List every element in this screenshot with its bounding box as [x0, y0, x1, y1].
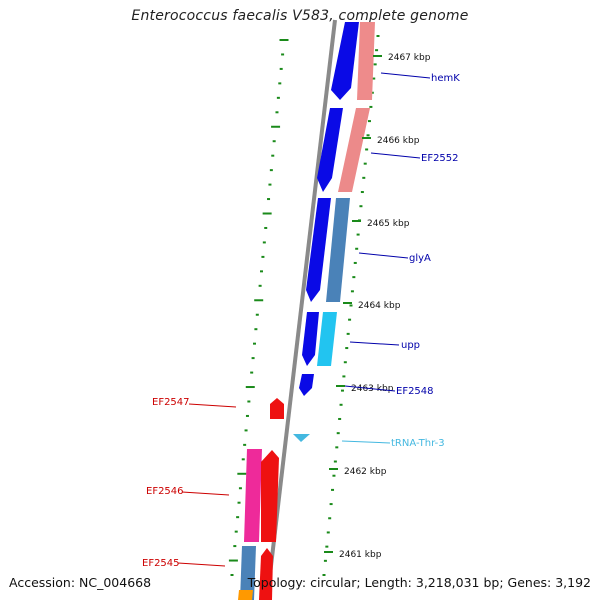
gene-upp-reverse[interactable]: [302, 312, 319, 366]
genome-backbone: [265, 19, 337, 600]
label-trna[interactable]: tRNA-Thr-3: [391, 438, 445, 449]
label-hemK[interactable]: hemK: [431, 73, 460, 84]
genome-summary-text: Topology: circular; Length: 3,218,031 bp…: [247, 575, 591, 590]
ruler-label-2467: 2467 kbp: [388, 53, 431, 63]
label-glyA[interactable]: glyA: [409, 253, 431, 264]
gene-EF2545-steelblue[interactable]: [240, 546, 256, 600]
label-EF2546[interactable]: EF2546: [146, 486, 184, 497]
gene-EF2546-pink[interactable]: [244, 449, 262, 542]
gene-labels: hemK EF2552 glyA upp EF2548 tRNA-Thr-3 E…: [142, 72, 460, 569]
ruler-label-2462: 2462 kbp: [344, 467, 387, 477]
inner-ruler-dashes: [322, 35, 380, 576]
gene-EF2552-reverse[interactable]: [317, 108, 343, 192]
gene-EF2547[interactable]: [270, 398, 284, 419]
label-EF2548[interactable]: EF2548: [396, 386, 434, 397]
label-EF2545[interactable]: EF2545: [142, 558, 180, 569]
gene-EF2548-reverse[interactable]: [299, 374, 314, 396]
ruler-label-2465: 2465 kbp: [367, 219, 410, 229]
gene-orange[interactable]: [238, 590, 253, 600]
gene-upp-forward[interactable]: [317, 312, 337, 366]
gene-EF2545-red[interactable]: [259, 548, 273, 600]
ruler-label-2461: 2461 kbp: [339, 550, 382, 560]
label-EF2552[interactable]: EF2552: [421, 153, 459, 164]
gene-glyA-reverse[interactable]: [306, 198, 331, 302]
gene-hemK-reverse[interactable]: [331, 22, 359, 100]
label-upp[interactable]: upp: [401, 340, 420, 351]
outer-ruler-dashes: [228, 39, 289, 576]
genome-title: Enterococcus faecalis V583, complete gen…: [131, 8, 469, 24]
accession-text: Accession: NC_004668: [9, 575, 152, 590]
gene-EF2546-red[interactable]: [261, 450, 279, 542]
ruler-label-2464: 2464 kbp: [358, 301, 401, 311]
gene-EF2552-forward[interactable]: [338, 108, 370, 192]
gene-glyA-forward[interactable]: [326, 198, 350, 302]
gene-hemK-forward[interactable]: [357, 22, 375, 100]
ruler-labels: 2467 kbp 2466 kbp 2465 kbp 2464 kbp 2463…: [324, 53, 431, 560]
gene-trna[interactable]: [293, 434, 310, 442]
ruler-label-2466: 2466 kbp: [377, 136, 420, 146]
label-EF2547[interactable]: EF2547: [152, 397, 190, 408]
